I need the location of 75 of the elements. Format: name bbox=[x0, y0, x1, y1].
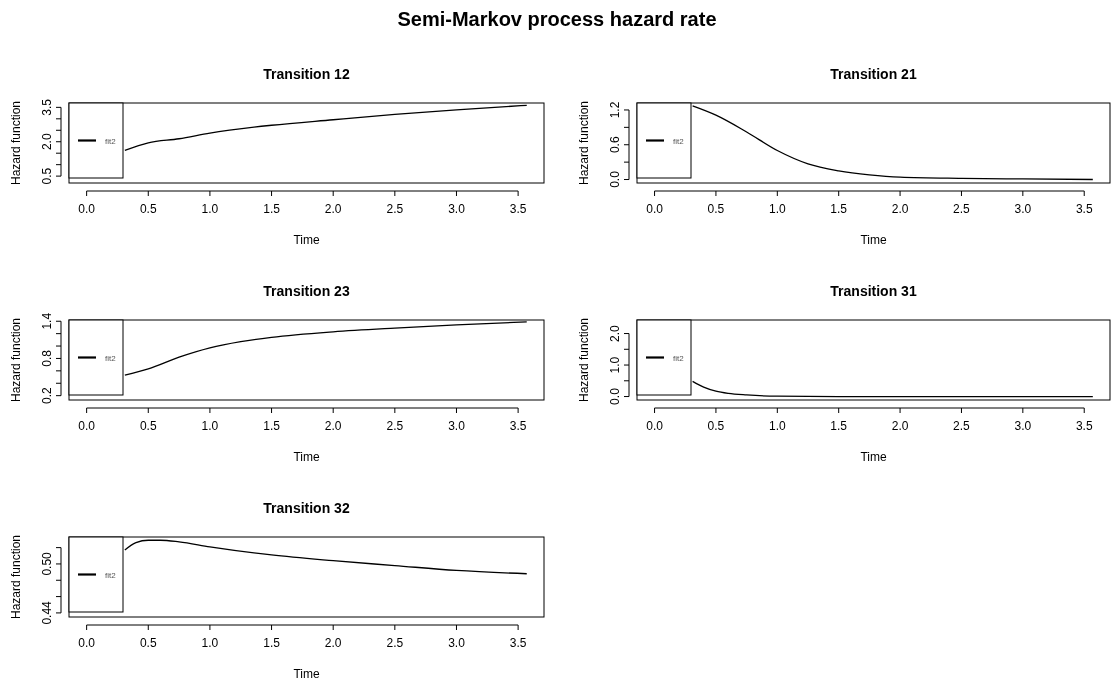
y-axis-title: Hazard function bbox=[577, 317, 591, 403]
x-tick-label: 2.5 bbox=[953, 202, 971, 216]
x-tick-label: 2.0 bbox=[891, 419, 909, 433]
x-tick-label: 1.0 bbox=[201, 419, 219, 433]
legend-label: fit2 bbox=[673, 353, 685, 363]
chart-title: Transition 23 bbox=[263, 283, 350, 299]
y-tick-label: 0.50 bbox=[40, 551, 54, 576]
x-tick-label: 0.5 bbox=[707, 202, 725, 216]
y-tick-label: 1.4 bbox=[40, 312, 54, 330]
x-tick-label: 0.0 bbox=[78, 636, 96, 650]
x-tick-label: 2.0 bbox=[324, 202, 342, 216]
y-axis-title: Hazard function bbox=[9, 317, 23, 403]
x-tick-label: 0.0 bbox=[78, 202, 96, 216]
chart-title: Transition 12 bbox=[263, 66, 350, 82]
chart-title: Transition 31 bbox=[830, 283, 917, 299]
x-tick-label: 1.0 bbox=[768, 202, 786, 216]
y-axis-title: Hazard function bbox=[9, 534, 23, 620]
x-tick-label: 1.5 bbox=[830, 202, 848, 216]
x-tick-label: 2.0 bbox=[324, 636, 342, 650]
x-tick-label: 0.5 bbox=[139, 636, 157, 650]
x-tick-label: 0.5 bbox=[139, 419, 157, 433]
y-tick-label: 1.0 bbox=[608, 356, 622, 374]
chart-title: Transition 32 bbox=[263, 500, 350, 516]
x-axis-title: Time bbox=[293, 233, 320, 247]
x-tick-label: 3.0 bbox=[1014, 202, 1032, 216]
y-tick-label: 0.0 bbox=[608, 170, 622, 188]
y-tick-label: 0.44 bbox=[40, 600, 54, 625]
legend-label: fit2 bbox=[105, 570, 117, 580]
x-axis-title: Time bbox=[860, 450, 887, 464]
y-axis-title: Hazard function bbox=[577, 100, 591, 186]
x-tick-label: 3.0 bbox=[1014, 419, 1032, 433]
x-tick-label: 0.0 bbox=[646, 419, 664, 433]
y-tick-label: 2.0 bbox=[40, 133, 54, 151]
x-tick-label: 3.5 bbox=[509, 202, 527, 216]
x-tick-label: 3.5 bbox=[1075, 202, 1093, 216]
x-tick-label: 3.0 bbox=[448, 202, 466, 216]
x-tick-label: 2.5 bbox=[386, 202, 404, 216]
x-tick-label: 2.0 bbox=[324, 419, 342, 433]
x-tick-label: 3.5 bbox=[509, 419, 527, 433]
x-tick-label: 3.0 bbox=[448, 636, 466, 650]
text: Semi-Markov process hazard rate bbox=[397, 8, 717, 30]
y-axis-title: Hazard function bbox=[9, 100, 23, 186]
y-tick-label: 0.5 bbox=[40, 167, 54, 185]
x-tick-label: 0.5 bbox=[707, 419, 725, 433]
y-tick-label: 0.2 bbox=[40, 386, 54, 404]
x-axis-title: Time bbox=[293, 667, 320, 680]
x-tick-label: 1.5 bbox=[263, 419, 281, 433]
y-tick-label: 0.0 bbox=[608, 387, 622, 405]
y-tick-label: 2.0 bbox=[608, 324, 622, 342]
x-tick-label: 1.5 bbox=[263, 636, 281, 650]
legend-label: fit2 bbox=[673, 136, 685, 146]
x-tick-label: 1.0 bbox=[201, 636, 219, 650]
x-axis-title: Time bbox=[293, 450, 320, 464]
x-tick-label: 3.5 bbox=[509, 636, 527, 650]
x-tick-label: 3.5 bbox=[1075, 419, 1093, 433]
x-axis-title: Time bbox=[860, 233, 887, 247]
legend-label: fit2 bbox=[105, 136, 117, 146]
x-tick-label: 0.0 bbox=[646, 202, 664, 216]
x-tick-label: 0.5 bbox=[139, 202, 157, 216]
x-tick-label: 0.0 bbox=[78, 419, 96, 433]
chart-title: Transition 21 bbox=[830, 66, 917, 82]
x-tick-label: 3.0 bbox=[448, 419, 466, 433]
legend-label: fit2 bbox=[105, 353, 117, 363]
x-tick-label: 2.0 bbox=[891, 202, 909, 216]
y-tick-label: 3.5 bbox=[40, 98, 54, 116]
x-tick-label: 1.5 bbox=[263, 202, 281, 216]
x-tick-label: 1.0 bbox=[768, 419, 786, 433]
x-tick-label: 1.0 bbox=[201, 202, 219, 216]
x-tick-label: 2.5 bbox=[386, 419, 404, 433]
y-tick-label: 0.6 bbox=[608, 136, 622, 154]
x-tick-label: 2.5 bbox=[386, 636, 404, 650]
x-tick-label: 1.5 bbox=[830, 419, 848, 433]
y-tick-label: 1.2 bbox=[608, 101, 622, 119]
x-tick-label: 2.5 bbox=[953, 419, 971, 433]
y-tick-label: 0.8 bbox=[40, 349, 54, 367]
